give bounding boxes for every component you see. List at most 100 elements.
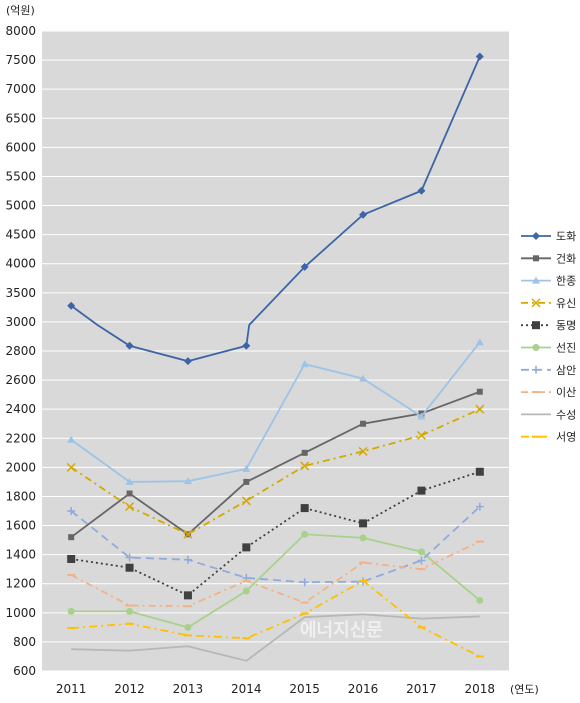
data-point: [532, 276, 540, 284]
data-point: [532, 321, 540, 330]
data-point: [532, 344, 540, 351]
data-point: [242, 464, 251, 472]
legend-label: 유신: [556, 297, 576, 310]
data-point: [531, 298, 541, 308]
x-tick-label: 2018: [465, 682, 496, 696]
legend-label: 서영: [556, 431, 576, 444]
data-point: [126, 490, 133, 497]
data-point: [417, 556, 426, 565]
legend-label: 수성: [556, 408, 576, 421]
y-tick-label: 3500: [5, 286, 36, 300]
data-point: [533, 255, 539, 262]
data-point: [475, 467, 484, 476]
axis-labels: 8000 7500 7000 6500 6000 5500 5000 4500 4000 3500…: [5, 24, 495, 696]
data-point: [300, 461, 310, 471]
x-tick-label: 2014: [231, 682, 262, 696]
x-tick-label: 2015: [289, 682, 320, 696]
x-tick-label: 2016: [348, 682, 379, 696]
y-tick-label: 2400: [5, 402, 36, 416]
data-point: [125, 502, 135, 512]
legend-label: 건화: [556, 252, 576, 265]
legend-item: 이산: [521, 386, 576, 399]
data-point: [183, 591, 192, 600]
data-point: [476, 388, 483, 395]
data-point: [475, 338, 484, 346]
data-point: [242, 543, 251, 552]
data-point: [301, 449, 308, 456]
series-line: [71, 533, 481, 629]
data-point: [67, 607, 75, 615]
legend-item: 유신: [521, 297, 576, 310]
series-동명: [67, 467, 484, 600]
series-line: [70, 56, 481, 363]
y-tick-label: 1400: [5, 548, 36, 562]
legend-label: 삼안: [556, 364, 576, 377]
y-tick-label: 800: [13, 635, 36, 649]
data-point: [417, 548, 425, 556]
y-tick-label: 1600: [5, 519, 36, 533]
y-unit-label: (억원): [6, 4, 35, 17]
y-tick-label: 5000: [5, 199, 36, 213]
data-point: [125, 553, 134, 562]
y-tick-label: 2800: [5, 344, 36, 358]
y-tick-label: 1000: [5, 606, 36, 620]
data-point: [476, 596, 484, 604]
legend-label: 동명: [556, 319, 576, 332]
data-point: [300, 578, 309, 587]
data-point: [359, 210, 368, 219]
data-point: [243, 478, 250, 485]
data-point: [475, 404, 485, 414]
data-point: [66, 462, 76, 472]
data-point: [125, 477, 134, 485]
data-point: [241, 496, 251, 506]
legend-item: 한종: [521, 275, 576, 288]
data-point: [125, 563, 134, 572]
data-point: [300, 360, 309, 368]
data-point: [301, 530, 309, 538]
data-point: [67, 507, 76, 515]
data-point: [532, 232, 540, 240]
legend-item: 동명: [521, 319, 576, 332]
data-point: [67, 555, 76, 563]
series-line: [70, 408, 481, 536]
series-line: [70, 505, 481, 584]
legend-label: 한종: [556, 275, 576, 288]
x-tick-label: 2017: [406, 682, 437, 696]
y-tick-label: 4000: [5, 257, 36, 271]
gridlines: [42, 30, 509, 672]
y-tick-label: 1800: [5, 489, 36, 503]
series-line: [70, 341, 481, 483]
data-point: [183, 529, 193, 539]
data-point: [242, 341, 251, 350]
y-tick-label: 5500: [5, 169, 36, 183]
series-유신: [66, 404, 485, 539]
data-point: [417, 186, 426, 195]
y-tick-label: 8000: [5, 24, 36, 38]
legend-item: 서영: [521, 431, 576, 444]
series-서영: [67, 579, 484, 658]
y-tick-label: 3000: [5, 315, 36, 329]
data-point: [360, 420, 367, 427]
data-point: [359, 374, 368, 382]
data-point: [359, 519, 368, 528]
legend-item: 선진: [521, 342, 576, 355]
legend-item: 수성: [521, 408, 576, 421]
legend-item: 도화: [521, 230, 576, 243]
y-tick-label: 2600: [5, 373, 36, 387]
data-point: [183, 477, 192, 485]
series-lines: [66, 52, 485, 662]
data-point: [532, 365, 540, 374]
series-line: [71, 613, 480, 662]
series-한종: [67, 338, 484, 485]
series-수성: [71, 613, 480, 662]
data-point: [417, 486, 426, 495]
y-tick-label: 600: [13, 664, 36, 678]
legend-item: 삼안: [521, 364, 576, 377]
series-line: [70, 390, 481, 538]
series-line: [70, 540, 481, 608]
watermark: 에너지신문: [300, 620, 383, 641]
y-tick-label: 6000: [5, 140, 36, 154]
series-이산: [67, 540, 484, 608]
